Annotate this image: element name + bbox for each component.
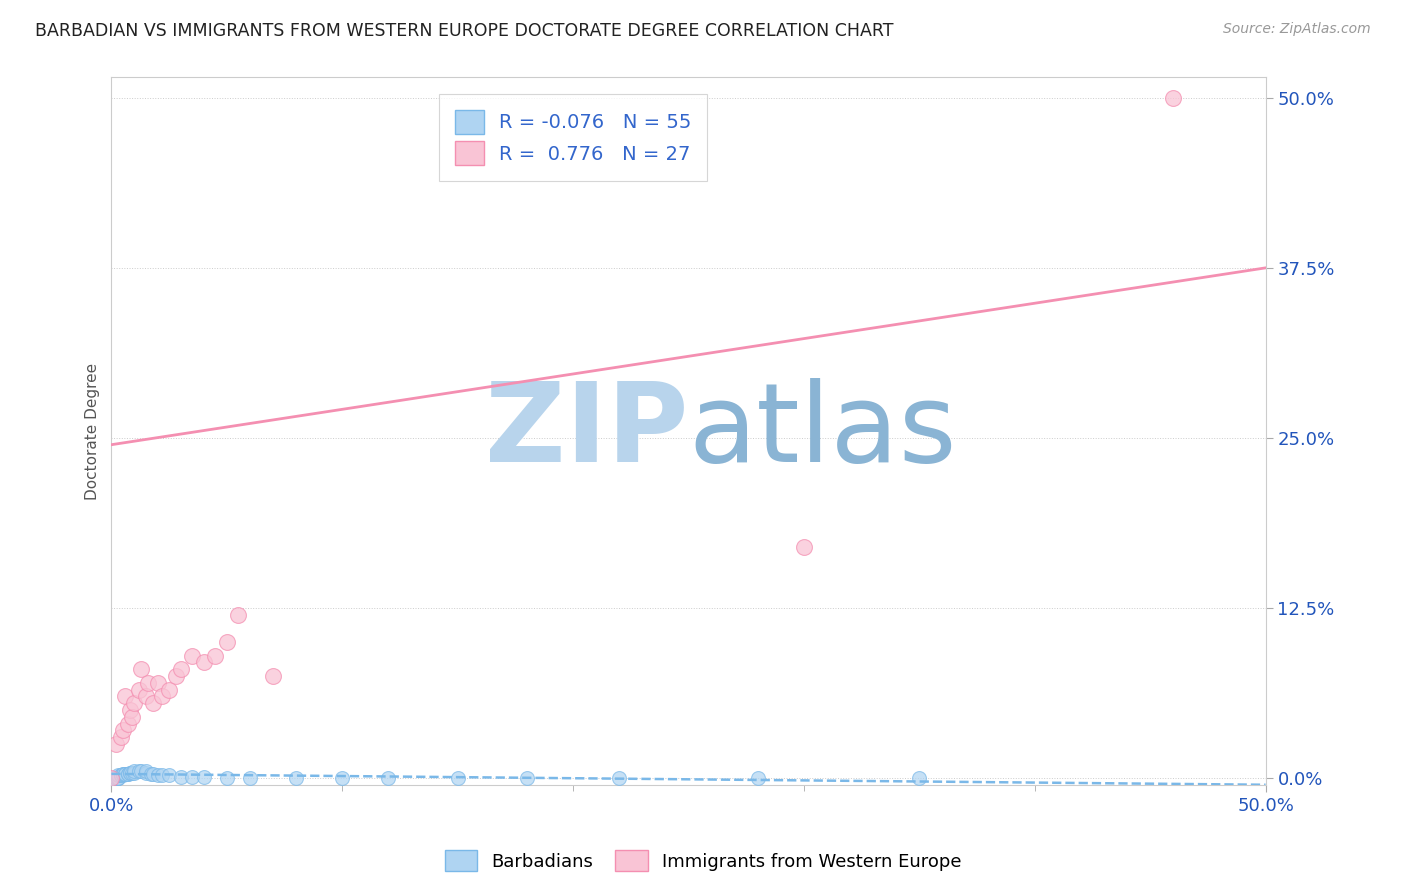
Point: [215, 771, 238, 785]
Point: [377, 771, 399, 785]
Point: [193, 656, 215, 670]
Point: [747, 771, 769, 785]
Point: [105, 771, 128, 785]
Point: [114, 690, 136, 704]
Point: [124, 696, 146, 710]
Point: [139, 767, 162, 781]
Point: [215, 635, 238, 649]
Point: [100, 771, 122, 785]
Text: Source: ZipAtlas.com: Source: ZipAtlas.com: [1223, 22, 1371, 37]
Point: [150, 768, 173, 782]
Point: [135, 764, 157, 779]
Point: [793, 540, 815, 554]
Point: [105, 771, 128, 785]
Legend: Barbadians, Immigrants from Western Europe: Barbadians, Immigrants from Western Euro…: [437, 843, 969, 879]
Point: [142, 767, 165, 781]
Point: [110, 768, 132, 782]
Point: [107, 771, 129, 785]
Point: [100, 771, 122, 785]
Point: [107, 768, 129, 782]
Point: [110, 768, 132, 782]
Point: [114, 767, 136, 781]
Point: [228, 607, 250, 622]
Point: [110, 768, 132, 782]
Point: [107, 771, 129, 785]
Point: [111, 767, 134, 781]
Point: [157, 682, 180, 697]
Point: [100, 771, 122, 785]
Point: [181, 648, 204, 663]
Point: [121, 710, 143, 724]
Point: [516, 771, 538, 785]
Point: [100, 771, 122, 785]
Point: [100, 771, 122, 785]
Point: [118, 703, 141, 717]
Point: [118, 765, 141, 780]
Y-axis label: Doctorate Degree: Doctorate Degree: [86, 362, 100, 500]
Point: [262, 669, 284, 683]
Legend: R = -0.076   N = 55, R =  0.776   N = 27: R = -0.076 N = 55, R = 0.776 N = 27: [439, 95, 707, 180]
Point: [1161, 91, 1184, 105]
Point: [100, 771, 122, 785]
Text: atlas: atlas: [689, 377, 957, 484]
Point: [100, 771, 122, 785]
Point: [117, 767, 139, 781]
Point: [169, 662, 191, 676]
Point: [107, 771, 129, 785]
Point: [105, 737, 128, 751]
Text: ZIP: ZIP: [485, 377, 689, 484]
Point: [204, 648, 226, 663]
Point: [330, 771, 353, 785]
Point: [111, 767, 134, 781]
Point: [124, 765, 146, 780]
Point: [146, 675, 169, 690]
Point: [105, 771, 128, 785]
Point: [100, 771, 122, 785]
Point: [135, 690, 157, 704]
Point: [181, 770, 204, 784]
Point: [100, 771, 122, 785]
Point: [193, 770, 215, 784]
Point: [146, 768, 169, 782]
Point: [128, 764, 150, 779]
Point: [100, 771, 122, 785]
Point: [165, 669, 187, 683]
Point: [142, 696, 165, 710]
Point: [117, 767, 139, 781]
Point: [607, 771, 630, 785]
Point: [135, 765, 157, 780]
Point: [118, 765, 141, 780]
Point: [285, 771, 308, 785]
Point: [239, 771, 262, 785]
Point: [150, 690, 173, 704]
Point: [100, 771, 122, 785]
Point: [117, 716, 139, 731]
Point: [121, 765, 143, 780]
Point: [157, 768, 180, 782]
Point: [111, 723, 134, 738]
Point: [447, 771, 470, 785]
Point: [138, 675, 160, 690]
Point: [110, 730, 132, 744]
Point: [124, 764, 146, 779]
Point: [908, 771, 931, 785]
Point: [105, 771, 128, 785]
Point: [131, 662, 153, 676]
Point: [111, 768, 134, 782]
Point: [114, 767, 136, 781]
Point: [131, 764, 153, 779]
Text: BARBADIAN VS IMMIGRANTS FROM WESTERN EUROPE DOCTORATE DEGREE CORRELATION CHART: BARBADIAN VS IMMIGRANTS FROM WESTERN EUR…: [35, 22, 894, 40]
Point: [128, 682, 150, 697]
Point: [169, 770, 191, 784]
